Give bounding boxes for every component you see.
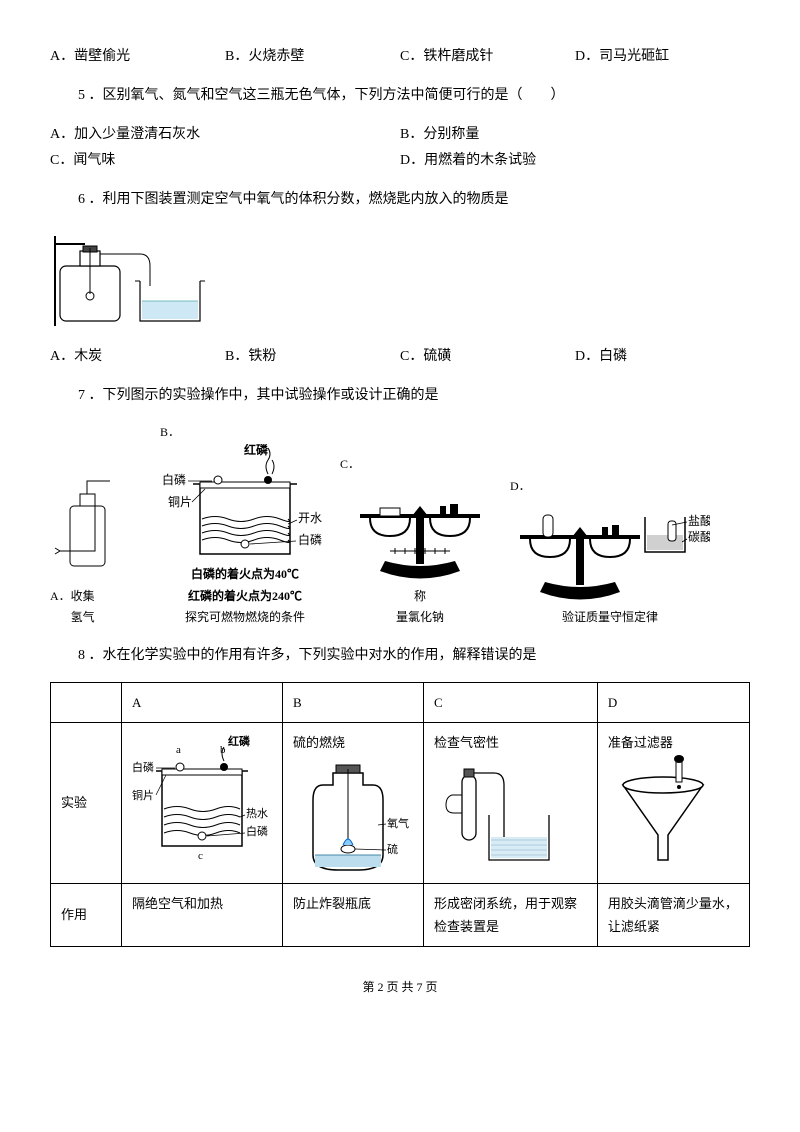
q8-cell-c: 检查气密性 <box>424 723 598 883</box>
q7-d-diagram: 盐酸 碳酸钠 <box>510 497 710 607</box>
q6-options: A．木炭 B．铁粉 C．硫磺 D．白磷 <box>50 344 750 369</box>
q5-opt-d: D．用燃着的木条试验 <box>400 148 750 173</box>
q7-b-cap2: 红磷的着火点为240℃ <box>160 586 330 608</box>
svg-text:b: b <box>220 744 226 756</box>
svg-text:红磷: 红磷 <box>228 734 251 748</box>
q7-c-diagram <box>340 476 500 586</box>
q8-table: A B C D 实验 a b c 红磷 <box>50 682 750 948</box>
q8-row-func: 作用 <box>51 883 122 947</box>
q5-options: A．加入少量澄清石灰水 B．分别称量 C．闻气味 D．用燃着的木条试验 <box>50 122 750 172</box>
svg-text:c: c <box>198 850 203 861</box>
q5-stem: 5 ．区别氧气、氮气和空气这三瓶无色气体，下列方法中简便可行的是（ ） <box>50 83 750 108</box>
q7-a-label: 收集 <box>71 589 95 603</box>
svg-text:氧气: 氧气 <box>387 816 409 830</box>
q8-cell-d: 准备过滤器 <box>597 723 749 883</box>
q8-stem: 8 ．水在化学实验中的作用有许多，下列实验中对水的作用，解释错误的是 <box>50 643 750 668</box>
q7-stem: 7 ．下列图示的实验操作中，其中试验操作或设计正确的是 <box>50 383 750 408</box>
q7-a-pre: A． <box>50 586 71 608</box>
svg-text:白磷: 白磷 <box>298 532 322 547</box>
q6-opt-a: A．木炭 <box>50 344 225 369</box>
q6-opt-d: D．白磷 <box>575 344 750 369</box>
q7-b-pre: B． <box>160 422 330 444</box>
q8-zC: 形成密闭系统，用于观察检查装置是 <box>424 883 598 947</box>
q8-tB: 硫的燃烧 <box>293 731 413 754</box>
q4-opt-b: B．火烧赤壁 <box>225 44 400 69</box>
q8-zA: 隔绝空气和加热 <box>122 883 283 947</box>
svg-text:红磷: 红磷 <box>244 444 269 457</box>
q7-b-diagram: 红磷 白磷 铜片 开水 白磷 <box>160 444 330 564</box>
q5-opt-b: B．分别称量 <box>400 122 750 147</box>
q8-zD: 用胶头滴管滴少量水，让滤纸紧 <box>597 883 749 947</box>
q7-d-pre: D． <box>510 476 710 498</box>
q8-row-exp: 实验 <box>51 723 122 883</box>
svg-text:铜片: 铜片 <box>132 788 154 802</box>
q7-a-sub: 氢气 <box>71 610 95 624</box>
q7-c-cap1: 称 <box>414 589 426 603</box>
q8-hB: B <box>283 682 424 722</box>
q5-opt-a: A．加入少量澄清石灰水 <box>50 122 400 147</box>
svg-text:热水: 热水 <box>246 807 268 820</box>
q5-opt-c: C．闻气味 <box>50 148 400 173</box>
svg-text:铜片: 铜片 <box>168 494 192 509</box>
q7-b-cap3: 探究可燃物燃烧的条件 <box>160 607 330 629</box>
q8-hA: A <box>122 682 283 722</box>
q4-opt-d: D．司马光砸缸 <box>575 44 750 69</box>
q7-c-cap2: 量氯化钠 <box>340 607 500 629</box>
svg-text:白磷: 白磷 <box>162 472 186 487</box>
q7-a-diagram <box>50 476 130 586</box>
q7-figures: A． 收集 氢气 B． <box>50 422 750 628</box>
svg-text:硫: 硫 <box>387 842 398 856</box>
q6-diagram <box>50 226 750 336</box>
q8-tD: 准备过滤器 <box>608 731 739 754</box>
page-footer: 第 2 页 共 7 页 <box>50 977 750 999</box>
q8-hC: C <box>424 682 598 722</box>
q6-stem: 6 ．利用下图装置测定空气中氧气的体积分数，燃烧匙内放入的物质是 <box>50 187 750 212</box>
svg-text:开水: 开水 <box>298 511 322 525</box>
svg-text:白磷: 白磷 <box>246 824 268 838</box>
svg-text:碳酸钠: 碳酸钠 <box>688 529 710 544</box>
q7-c-pre: C． <box>340 454 500 476</box>
q7-d-cap: 验证质量守恒定律 <box>510 607 710 629</box>
q8-cell-a: a b c 红磷 白磷 铜片 热水 白磷 <box>122 723 283 883</box>
q7-b-cap1: 白磷的着火点为40℃ <box>160 564 330 586</box>
q6-opt-c: C．硫磺 <box>400 344 575 369</box>
q8-hD: D <box>597 682 749 722</box>
q8-cell-b: 硫的燃烧 氧气 硫 <box>283 723 424 883</box>
svg-text:盐酸: 盐酸 <box>688 513 710 528</box>
svg-text:白磷: 白磷 <box>132 760 154 774</box>
q4-opt-a: A．凿壁偷光 <box>50 44 225 69</box>
q8-zB: 防止炸裂瓶底 <box>283 883 424 947</box>
svg-text:a: a <box>176 744 181 756</box>
q4-options: A．凿壁偷光 B．火烧赤壁 C．铁杵磨成针 D．司马光砸缸 <box>50 44 750 69</box>
q6-opt-b: B．铁粉 <box>225 344 400 369</box>
q4-opt-c: C．铁杵磨成针 <box>400 44 575 69</box>
q8-tC: 检查气密性 <box>434 731 587 754</box>
